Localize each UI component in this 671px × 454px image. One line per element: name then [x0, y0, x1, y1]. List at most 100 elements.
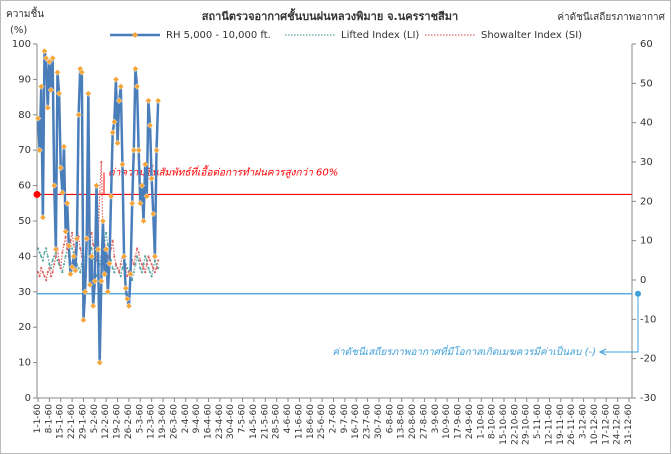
marker [75, 111, 82, 119]
marker [81, 288, 89, 296]
marker [96, 359, 103, 366]
legend-label: Showalter Index (SI) [481, 30, 582, 41]
marker [99, 217, 107, 225]
y-tick-label: 70 [18, 145, 31, 156]
x-tick-label: 16-4-60 [203, 404, 213, 439]
x-tick-label: 24-9-60 [465, 404, 475, 439]
x-tick-label: 8-10-60 [488, 404, 498, 439]
marker [153, 259, 157, 262]
marker [49, 267, 53, 270]
annotation-arrow [598, 293, 639, 356]
y-tick-label: 80 [18, 110, 31, 121]
marker [135, 146, 142, 154]
x-tick-label: 1-1-60 [33, 404, 43, 434]
marker [60, 143, 68, 150]
marker [41, 271, 44, 274]
marker [111, 118, 118, 126]
marker [36, 271, 40, 274]
marker [64, 255, 67, 258]
x-tick-label: 2-7-60 [329, 404, 339, 434]
marker [137, 200, 144, 207]
marker [157, 259, 160, 262]
marker [135, 247, 139, 250]
marker [119, 263, 122, 266]
marker [109, 129, 116, 136]
y2-tick-label: 20 [640, 196, 653, 207]
marker [43, 251, 46, 254]
marker [137, 251, 140, 254]
x-tick-label: 9-7-60 [340, 404, 350, 434]
x-tick-label: 11-6-60 [294, 404, 304, 439]
marker [116, 267, 119, 270]
marker [133, 83, 141, 90]
marker [107, 192, 115, 200]
y-tick-label: 40 [18, 251, 31, 262]
x-tick-label: 30-4-60 [226, 404, 236, 439]
marker [128, 200, 136, 207]
y-tick-label: 20 [18, 322, 31, 333]
y2-tick-label: -30 [640, 393, 656, 404]
x-tick-label: 29-10-60 [522, 404, 532, 445]
legend-label: RH 5,000 - 10,000 ft. [166, 30, 271, 41]
marker [39, 214, 47, 221]
marker [85, 90, 92, 97]
x-tick-label: 22-10-60 [510, 404, 520, 445]
marker [79, 271, 82, 274]
marker [48, 267, 51, 270]
marker [124, 295, 131, 303]
marker [153, 271, 157, 274]
x-tick-label: 28-5-60 [272, 404, 282, 439]
legend-marker [132, 32, 138, 38]
marker [114, 139, 121, 147]
marker [58, 259, 61, 262]
x-tick-label: 10-12-60 [590, 404, 600, 445]
x-tick-label: 6-8-60 [385, 404, 395, 434]
x-tick-label: 3-12-60 [579, 404, 589, 439]
marker [130, 146, 138, 154]
x-tick-label: 16-7-60 [351, 404, 361, 439]
marker [46, 271, 49, 274]
marker [155, 267, 158, 270]
marker [93, 182, 100, 189]
marker [117, 83, 125, 90]
marker [127, 270, 134, 278]
marker [140, 271, 144, 274]
marker [43, 274, 46, 278]
x-tick-label: 4-6-60 [283, 404, 293, 434]
marker [126, 274, 129, 278]
x-tick-label: 13-8-60 [397, 404, 407, 439]
marker [115, 97, 123, 104]
x-tick-label: 17-9-60 [454, 404, 464, 439]
x-tick-label: 24-12-60 [613, 404, 623, 445]
marker [52, 246, 60, 253]
x-tick-label: 15-1-60 [56, 404, 66, 439]
marker [140, 263, 144, 266]
x-tick-label: 22-1-60 [67, 404, 77, 439]
marker [59, 189, 66, 196]
x-tick-label: 25-6-60 [317, 404, 327, 439]
marker [98, 192, 101, 195]
marker [41, 47, 48, 55]
marker [112, 76, 120, 83]
marker [105, 231, 108, 234]
marker [150, 263, 153, 266]
x-tick-label: 7-5-60 [238, 404, 248, 434]
marker [98, 277, 105, 285]
y2-tick-label: 0 [640, 275, 646, 286]
marker [154, 97, 162, 104]
marker [147, 255, 150, 258]
marker [134, 263, 137, 266]
marker [34, 115, 42, 122]
reference-dot [33, 190, 41, 198]
x-tick-label: 20-8-60 [408, 404, 418, 439]
y2-tick-label: -10 [640, 314, 656, 325]
x-tick-label: 19-2-60 [113, 404, 123, 439]
x-tick-label: 23-7-60 [363, 404, 373, 439]
marker [70, 247, 74, 250]
marker [40, 267, 43, 270]
x-tick-label: 5-2-60 [90, 404, 100, 434]
y-tick-label: 90 [18, 74, 31, 85]
marker [53, 263, 56, 266]
marker [41, 259, 44, 262]
x-tick-label: 26-11-60 [567, 404, 577, 445]
